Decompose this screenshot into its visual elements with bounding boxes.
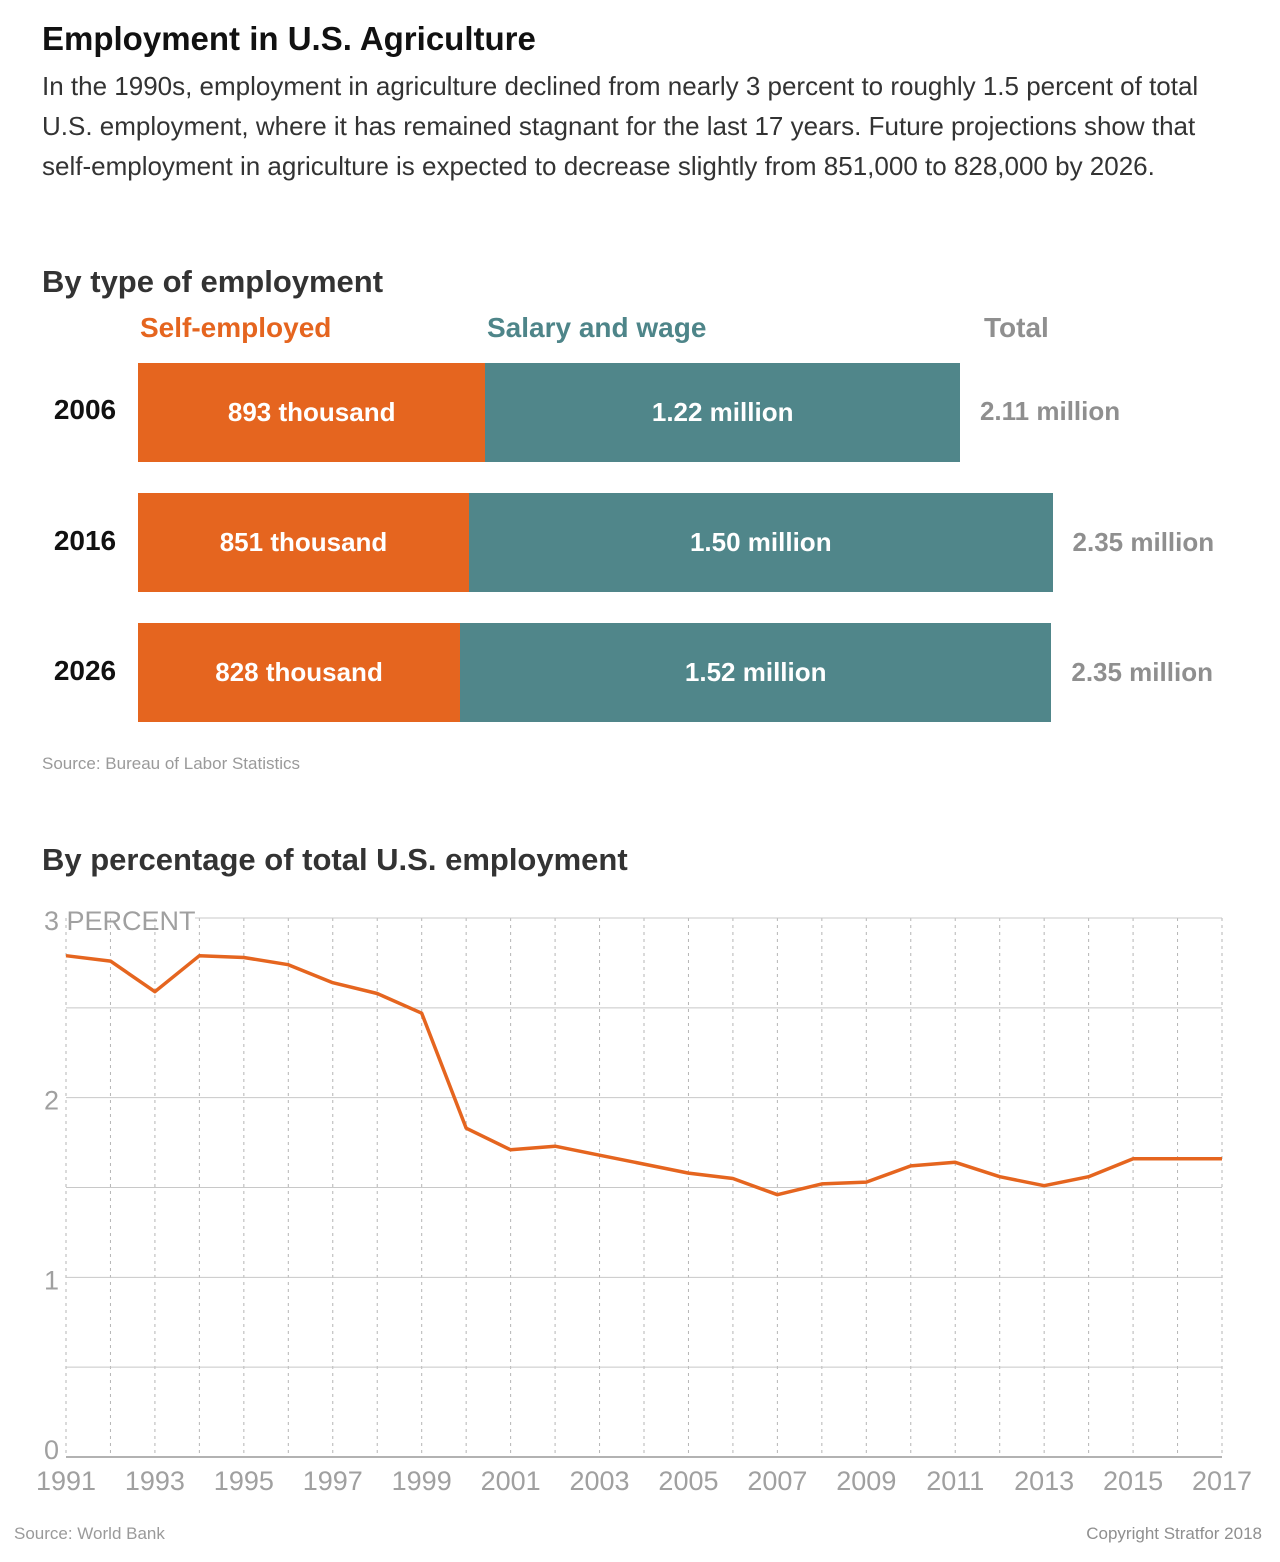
- data-point: [598, 1154, 601, 1157]
- data-point: [109, 960, 112, 963]
- bar-salary-2006: 1.22 million: [485, 363, 960, 462]
- data-point: [1087, 1175, 1090, 1178]
- data-point: [509, 1148, 512, 1151]
- line-section-title: By percentage of total U.S. employment: [42, 842, 628, 877]
- copyright-note: Copyright Stratfor 2018: [1086, 1524, 1262, 1543]
- x-tick-label: 2001: [481, 1466, 541, 1496]
- y-tick-label: 1: [44, 1265, 59, 1295]
- chart-title: Employment in U.S. Agriculture: [42, 20, 536, 57]
- bar-self-employed-2006: 893 thousand: [138, 363, 486, 462]
- data-point: [198, 954, 201, 957]
- legend-self-employed: Self-employed: [140, 312, 332, 343]
- bar-self-employed-2016: 851 thousand: [138, 493, 470, 592]
- y-tick-label: 2: [44, 1086, 59, 1116]
- x-tick-label: 2003: [569, 1466, 629, 1496]
- bar-value-label: 828 thousand: [215, 657, 383, 687]
- bar-source-note: Source: Bureau of Labor Statistics: [42, 754, 300, 773]
- data-point: [909, 1164, 912, 1167]
- data-point: [998, 1175, 1001, 1178]
- legend-salary-and-wage: Salary and wage: [487, 312, 707, 343]
- data-point: [287, 963, 290, 966]
- x-tick-label: 2007: [747, 1466, 807, 1496]
- data-point: [865, 1181, 868, 1184]
- data-point: [687, 1172, 690, 1175]
- data-point: [242, 956, 245, 959]
- bar-year-label: 2006: [53, 394, 117, 425]
- bar-value-label: 1.22 million: [651, 397, 794, 427]
- data-point: [1043, 1184, 1046, 1187]
- bar-total-label: 2.35 million: [1071, 657, 1213, 687]
- data-point: [954, 1161, 957, 1164]
- series-line-agriculture-share: [65, 953, 1222, 1197]
- data-point: [420, 1012, 423, 1015]
- bar-salary-2026: 1.52 million: [460, 623, 1052, 722]
- line-source-note: Source: World Bank: [14, 1524, 165, 1543]
- x-tick-label: 2009: [836, 1466, 896, 1496]
- data-point: [465, 1127, 468, 1130]
- x-tick-label: 2017: [1192, 1466, 1252, 1496]
- data-point: [65, 954, 68, 957]
- x-tick-label: 2011: [926, 1466, 984, 1496]
- bar-year-label: 2016: [53, 525, 117, 556]
- x-tick-label: 1995: [214, 1466, 274, 1496]
- data-point: [1176, 1157, 1179, 1160]
- bar-value-label: 1.52 million: [684, 657, 827, 687]
- data-point: [731, 1177, 734, 1180]
- y-tick-label: 3 PERCENT: [44, 906, 196, 936]
- x-tick-label: 1999: [392, 1466, 452, 1496]
- x-tick-label: 2015: [1103, 1466, 1163, 1496]
- data-point: [153, 990, 156, 993]
- legend-total: Total: [984, 312, 1049, 343]
- data-point: [820, 1182, 823, 1185]
- data-point: [776, 1193, 779, 1196]
- bar-value-label: 1.50 million: [689, 527, 832, 557]
- bar-total-label: 2.35 million: [1072, 527, 1215, 557]
- data-point: [376, 992, 379, 995]
- bar-self-employed-2026: 828 thousand: [138, 623, 461, 722]
- line-chart: 0 1 2 3 PERCENT 1991 1993 1995 1997 1999 2001 2003…: [36, 906, 1252, 1496]
- data-point: [331, 981, 334, 984]
- data-point: [1221, 1157, 1224, 1160]
- x-tick-label: 1997: [303, 1466, 363, 1496]
- data-point: [643, 1163, 646, 1166]
- bar-total-label: 2.11 million: [979, 396, 1121, 426]
- y-tick-label: 0: [44, 1435, 59, 1465]
- intro-paragraph: In the 1990s, employment in agriculture …: [42, 71, 1199, 181]
- x-tick-label: 2013: [1014, 1466, 1074, 1496]
- x-tick-label: 1991: [36, 1466, 96, 1496]
- bar-section-title: By type of employment: [42, 264, 384, 299]
- x-tick-label: 1993: [125, 1466, 185, 1496]
- bar-value-label: 893 thousand: [227, 397, 396, 427]
- data-point: [554, 1145, 557, 1148]
- data-point: [1132, 1157, 1135, 1160]
- x-tick-label: 2005: [658, 1466, 718, 1496]
- bar-value-label: 851 thousand: [219, 527, 388, 557]
- bar-salary-2016: 1.50 million: [469, 493, 1053, 592]
- bar-year-label: 2026: [53, 655, 117, 686]
